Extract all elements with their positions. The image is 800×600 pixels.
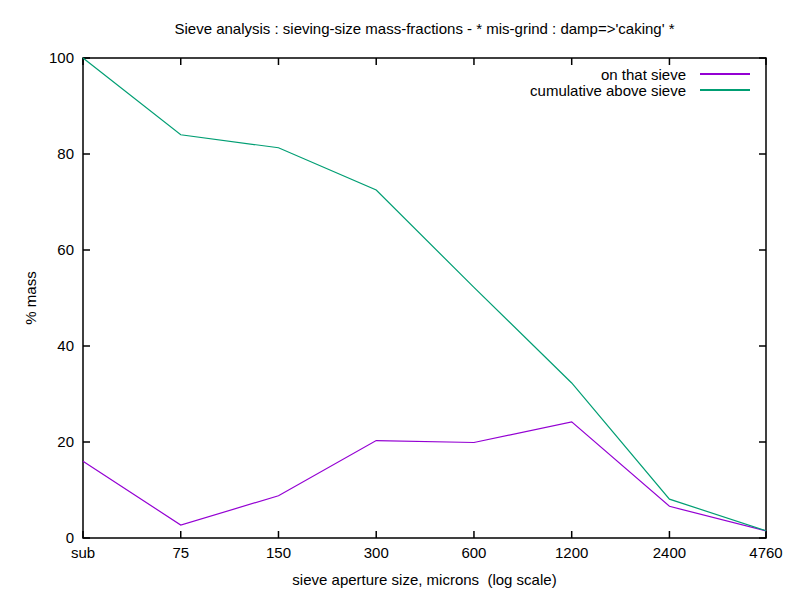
series-line-cumulative-above-sieve — [83, 58, 766, 531]
x-axis-label: sieve aperture size, microns (log scale) — [83, 571, 766, 588]
y-tick-label: 60 — [57, 241, 74, 258]
chart-legend: on that sieve cumulative above sieve — [530, 66, 750, 98]
plot-border — [83, 58, 766, 538]
legend-item-on-that-sieve: on that sieve — [530, 66, 750, 82]
y-tick-label: 0 — [66, 529, 74, 546]
x-tick-label: 1200 — [555, 544, 588, 561]
legend-label-cumulative-above-sieve: cumulative above sieve — [530, 82, 686, 99]
y-tick-label: 40 — [57, 337, 74, 354]
legend-line-sample-purple — [700, 73, 750, 75]
y-tick-label: 20 — [57, 433, 74, 450]
x-tick-label: 600 — [461, 544, 486, 561]
legend-line-sample-green — [700, 89, 750, 91]
x-tick-label: sub — [71, 544, 95, 561]
y-axis-label: % mass — [22, 271, 39, 324]
series-line-on-that-sieve — [83, 422, 766, 531]
x-tick-label: 75 — [172, 544, 189, 561]
x-tick-label: 150 — [266, 544, 291, 561]
x-tick-label: 300 — [364, 544, 389, 561]
legend-item-cumulative-above-sieve: cumulative above sieve — [530, 82, 750, 98]
gnuplot-chart-window: Sieve analysis : sieving-size mass-fract… — [0, 0, 800, 600]
legend-label-on-that-sieve: on that sieve — [601, 66, 686, 83]
x-tick-label: 4760 — [749, 544, 782, 561]
x-tick-label: 2400 — [653, 544, 686, 561]
y-tick-label: 100 — [49, 49, 74, 66]
y-tick-label: 80 — [57, 145, 74, 162]
